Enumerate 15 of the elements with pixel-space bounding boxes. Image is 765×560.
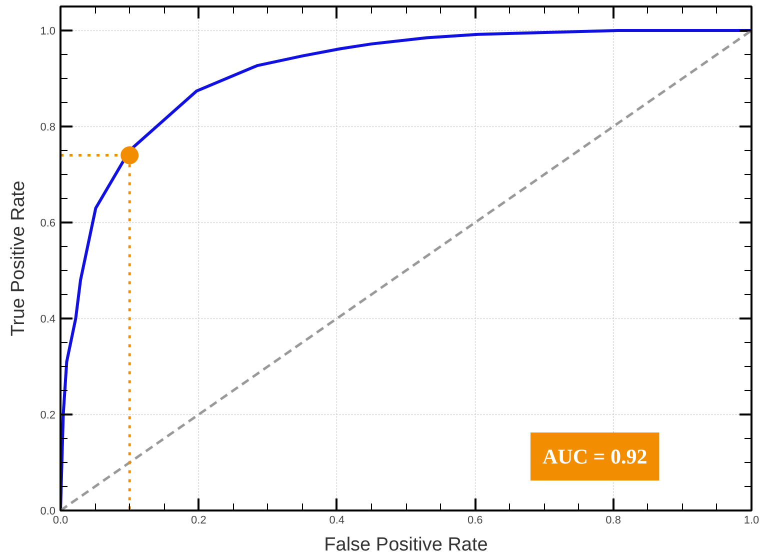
x-tick-label: 0.6 <box>467 514 483 526</box>
y-tick-label: 0.4 <box>40 314 56 326</box>
y-tick-label: 0.6 <box>40 218 56 230</box>
annotation: AUC = 0.92 <box>542 444 648 468</box>
x-tick-label: 0.4 <box>329 514 345 526</box>
y-tick-label: 0.0 <box>40 506 56 518</box>
x-tick-label: 0.2 <box>191 514 206 526</box>
x-tick-label: 0.0 <box>52 514 68 526</box>
y-axis-title: True Positive Rate <box>8 180 30 336</box>
x-tick-label: 0.8 <box>606 514 621 526</box>
y-tick-label: 0.2 <box>40 410 56 422</box>
y-tick-label: 0.8 <box>40 122 56 134</box>
y-tick-label: 1.0 <box>40 26 56 38</box>
x-tick-label: 1.0 <box>744 514 760 526</box>
x-axis-title: False Positive Rate <box>324 534 488 556</box>
